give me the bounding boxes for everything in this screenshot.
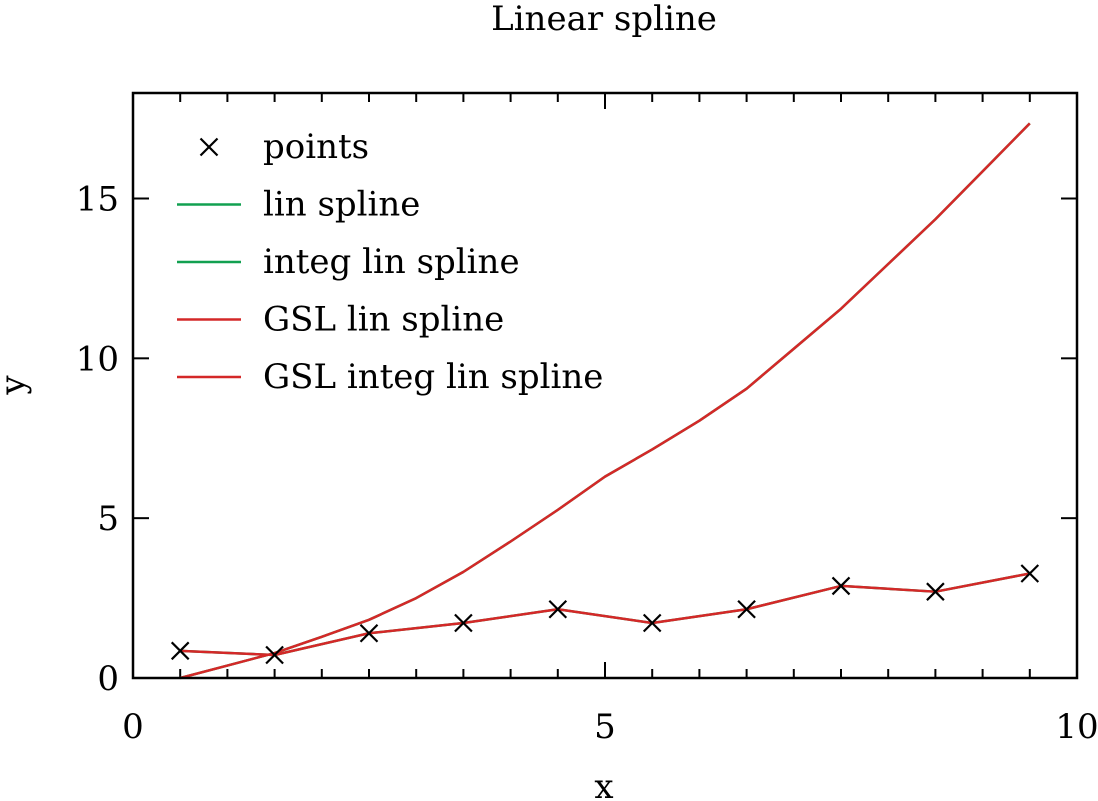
point-marker-stroke: [926, 582, 945, 601]
y-tick-label: 0: [97, 659, 119, 699]
point-marker: [265, 645, 284, 665]
point-marker-stroke: [454, 613, 473, 633]
x-tick-label: 10: [1055, 707, 1098, 747]
legend-item: integ lin spline: [177, 242, 520, 282]
point-marker: [737, 599, 756, 619]
point-marker-stroke: [1020, 564, 1040, 583]
x-tick-label: 0: [122, 707, 144, 747]
tick-labels: 0 5 10 0 5 10 15: [76, 179, 1098, 747]
y-tick-label: 15: [76, 179, 119, 219]
point-marker-stroke: [737, 599, 756, 619]
chart-title: Linear spline: [491, 0, 717, 39]
plot-frame: [131, 91, 1079, 680]
point-marker: [1020, 564, 1040, 583]
point-marker-stroke: [170, 641, 190, 661]
x-axis-label: x: [594, 767, 613, 801]
legend-item: lin spline: [177, 185, 420, 225]
point-marker: [926, 582, 945, 601]
point-marker-stroke: [548, 599, 568, 619]
point-marker-stroke: [359, 623, 379, 643]
legend-item: points: [199, 127, 369, 167]
legend-item: GSL lin spline: [177, 300, 504, 340]
legend-item: GSL integ lin spline: [177, 357, 603, 397]
legend: points lin spline integ lin spline GSL lin …: [177, 127, 603, 397]
point-marker: [454, 613, 473, 633]
point-marker-stroke: [265, 645, 284, 665]
legend-label: points: [263, 127, 369, 167]
point-marker: [642, 613, 662, 633]
y-tick-label: 5: [97, 499, 119, 539]
point-marker: [170, 641, 190, 661]
series-layer: [170, 122, 1040, 680]
legend-marker-icon: [199, 137, 219, 157]
point-marker: [831, 576, 851, 596]
point-marker-stroke: [642, 613, 662, 633]
axis-ticks: [132, 93, 1078, 679]
y-axis-label: y: [0, 375, 33, 396]
point-marker-stroke: [831, 576, 851, 596]
point-marker: [359, 623, 379, 643]
y-tick-label: 10: [76, 339, 119, 379]
legend-label: integ lin spline: [263, 242, 520, 282]
legend-label: GSL integ lin spline: [263, 357, 603, 397]
legend-label: lin spline: [263, 185, 420, 225]
legend-label: GSL lin spline: [263, 300, 504, 340]
point-marker: [548, 599, 568, 619]
series-line-gsl-integ-lin-spline: [179, 122, 1031, 680]
x-tick-label: 5: [594, 707, 616, 747]
series-line-gsl-lin-spline: [180, 572, 1031, 657]
